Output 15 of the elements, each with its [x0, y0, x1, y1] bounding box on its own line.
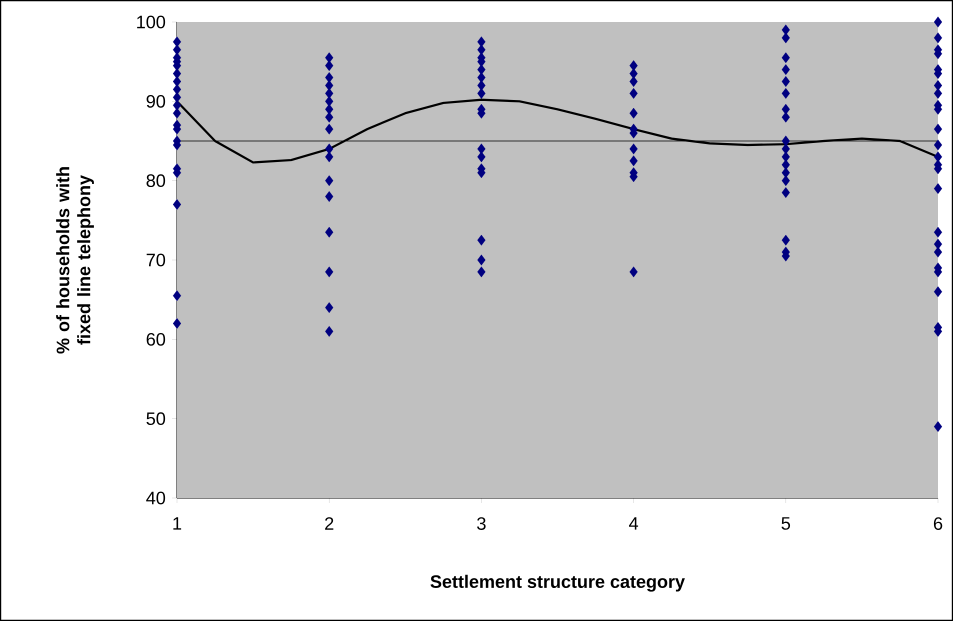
x-tick-label: 1: [173, 517, 182, 530]
y-tick-label: 70: [146, 254, 166, 266]
x-axis-title: Settlement structure category: [430, 574, 685, 592]
x-tick-label: 6: [934, 517, 942, 530]
y-tick-label: 100: [137, 16, 166, 28]
y-tick-label: 40: [146, 492, 166, 504]
x-tick-label: 3: [477, 517, 486, 530]
y-tick-label: 90: [146, 94, 166, 108]
y-tick-label: 80: [146, 174, 166, 188]
y-tick-label: 60: [146, 332, 166, 346]
x-tick-label: 4: [629, 517, 638, 530]
y-tick-label: 50: [146, 412, 166, 426]
x-tick-label: 2: [325, 517, 334, 530]
y-axis-title: % of households with fixed line telephony: [56, 167, 94, 354]
x-tick-label: 5: [782, 517, 790, 530]
